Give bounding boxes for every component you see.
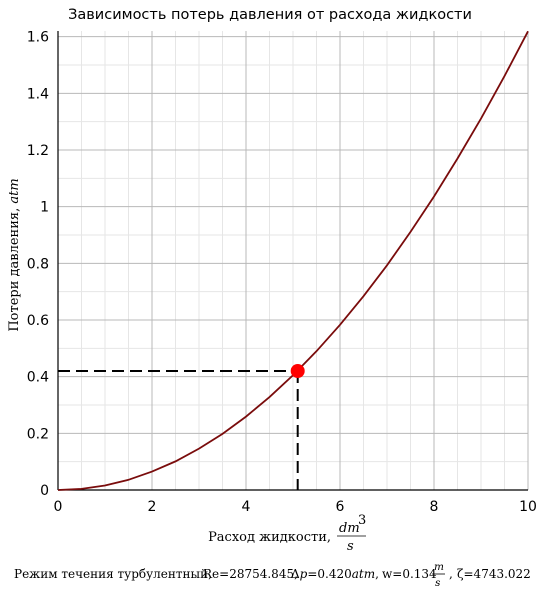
footer-comma: , [449, 567, 453, 581]
y-tick-label: 0.2 [27, 426, 49, 442]
y-axis-label-text: Потери давления, [7, 204, 22, 332]
y-tick-label: 1.4 [27, 86, 49, 102]
x-tick-label: 10 [519, 499, 537, 515]
y-tick-label: 0.8 [27, 256, 49, 272]
y-tick-label: 0 [40, 483, 49, 499]
footer-re: Re=28754.845, [203, 567, 298, 581]
x-axis-unit-den: s [347, 539, 354, 554]
grid [58, 31, 529, 490]
x-tick-label: 8 [430, 499, 439, 515]
x-tick-labels: 0 2 4 6 8 10 [54, 499, 537, 515]
footer-regime: Режим течения турбулентный, [14, 567, 212, 581]
markers [290, 364, 305, 378]
x-axis-unit-num: dm [339, 521, 360, 536]
x-tick-label: 6 [336, 499, 345, 515]
footer-dp-prefix: Δ [291, 567, 300, 581]
x-tick-label: 0 [54, 499, 63, 515]
footer-w-den: s [435, 577, 441, 589]
x-axis-label-text: Расход жидкости, [208, 530, 331, 545]
y-axis-unit: atm [7, 178, 22, 203]
footer-dp-var: p [300, 567, 308, 581]
y-tick-label: 1.2 [27, 143, 49, 159]
axes [57, 31, 528, 491]
x-axis-unit-exp: 3 [358, 513, 366, 528]
y-tick-label: 0.4 [27, 370, 49, 386]
y-tick-label: 1.6 [27, 30, 49, 46]
y-tick-label: 1 [40, 200, 49, 216]
footer: Режим течения турбулентный, Re=28754.845… [14, 561, 531, 589]
svg-text:Δp=0.420atm,: Δp=0.420atm, [291, 567, 379, 581]
y-tick-labels: 0 0.2 0.4 0.6 0.8 1 1.2 1.4 1.6 [27, 30, 49, 499]
footer-w: w=0.134 [382, 567, 437, 581]
footer-zeta: ζ=4743.022 [457, 567, 531, 581]
x-tick-label: 2 [148, 499, 157, 515]
footer-dp-value: =0.420 [307, 567, 351, 581]
footer-dp-sep: , [375, 567, 379, 581]
x-tick-label: 4 [242, 499, 251, 515]
operating-point-marker [290, 364, 305, 378]
footer-dp-unit: atm [352, 567, 375, 581]
svg-text:Потери давления, atm: Потери давления, atm [7, 178, 22, 331]
y-tick-label: 0.6 [27, 313, 49, 329]
marker-guides [58, 370, 299, 490]
x-axis-label: Расход жидкости, dm 3 s [208, 513, 366, 554]
footer-w-num: m [434, 561, 444, 573]
y-axis-label: Потери давления, atm [7, 178, 22, 331]
chart-title: Зависимость потерь давления от расхода ж… [68, 7, 472, 23]
